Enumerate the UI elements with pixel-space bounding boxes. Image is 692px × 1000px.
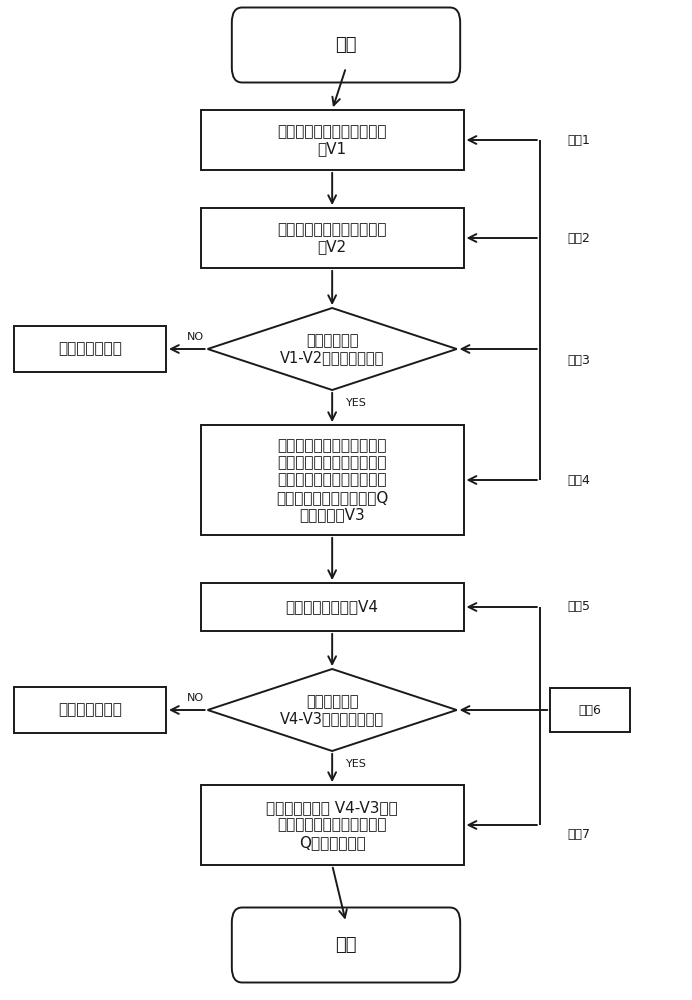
Bar [14,326,166,372]
Text: 安全性判定；
V1-V2＜第一设定阈値: 安全性判定； V1-V2＜第一设定阈値 [280,333,384,365]
Text: YES: YES [346,398,367,408]
Text: 开始: 开始 [335,36,357,54]
Text: 对拆分的电芯电压测试并记
录V1: 对拆分的电芯电压测试并记 录V1 [277,124,387,156]
Bar [201,208,464,268]
Text: 步骤4: 步骤4 [567,474,590,487]
Bar [201,425,464,535]
Text: 步骤1: 步骤1 [567,133,590,146]
Bar [201,583,464,631]
Text: 步骤5: 步骤5 [567,600,590,613]
Text: 步骤3: 步骤3 [567,354,590,366]
Text: 对拆分的电芯电压测试并记
录V2: 对拆分的电芯电压测试并记 录V2 [277,222,387,254]
Text: 结束: 结束 [335,936,357,954]
FancyBboxPatch shape [232,908,460,982]
Text: YES: YES [346,759,367,769]
Polygon shape [208,669,457,751]
Text: 步骤6: 步骤6 [579,704,601,716]
Text: 剖除安全不良品: 剖除安全不良品 [58,702,122,718]
Text: 剖除安全不良品: 剖除安全不良品 [58,342,122,357]
Text: 首先反弹电压差 V4-V3进行
分档；然后再按照放电容量
Q进行最终分档: 首先反弹电压差 V4-V3进行 分档；然后再按照放电容量 Q进行最终分档 [266,800,398,850]
Bar [201,785,464,865]
Text: NO: NO [187,693,204,703]
Text: 安全性判定；
V4-V3＞第二设定阈値: 安全性判定； V4-V3＞第二设定阈値 [280,694,384,726]
Text: 测量电芯反弹电压V4: 测量电芯反弹电压V4 [286,599,379,614]
Text: NO: NO [187,332,204,342]
Bar [14,687,166,733]
Bar [550,688,630,732]
Text: 步骤2: 步骤2 [567,232,590,244]
FancyBboxPatch shape [232,8,460,83]
Text: 电芯进行恒流放电至下限电
压，携置；恒流充电至上限
电压；携置；恒流放电至下
限电压，并记录放电容量Q
和静态电压V3: 电芯进行恒流放电至下限电 压，携置；恒流充电至上限 电压；携置；恒流放电至下 限… [276,438,388,522]
Bar [201,110,464,170]
Polygon shape [208,308,457,390]
Text: 步骤7: 步骤7 [567,828,590,842]
